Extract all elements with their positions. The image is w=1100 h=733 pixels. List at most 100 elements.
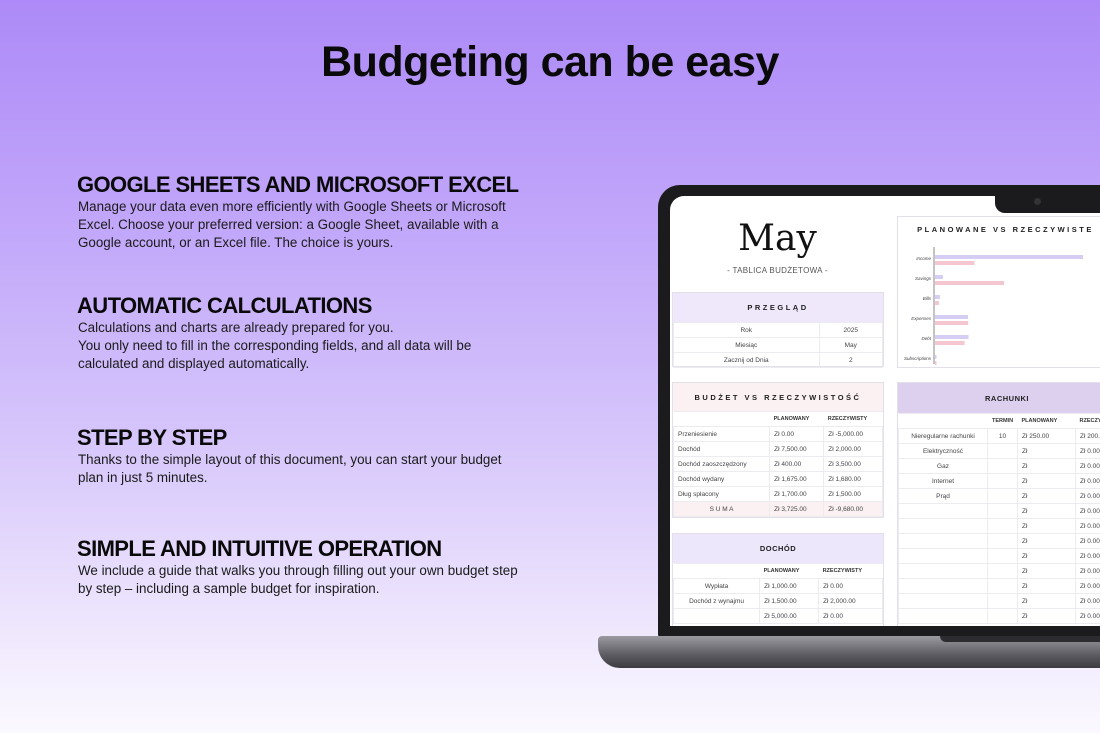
feature-text: Thanks to the simple layout of this docu… (78, 452, 502, 467)
table-cell[interactable]: TERMIN (987, 413, 1018, 429)
table-cell[interactable] (987, 443, 1018, 459)
table-cell[interactable]: Miesiąc (673, 337, 820, 353)
table-cell[interactable]: Gaz (898, 458, 988, 474)
table-cell[interactable]: Zł 0.00 (1075, 443, 1100, 459)
table-cell[interactable]: Zł 0.00 (1075, 473, 1100, 489)
table-cell[interactable]: Zł 200.00 (1075, 428, 1100, 444)
table-cell[interactable]: Zł 0.00 (818, 578, 883, 594)
table-cell[interactable]: Zł 7,500.00 (769, 441, 825, 457)
table-cell[interactable] (898, 533, 988, 549)
table-cell[interactable]: Zł 0.00 (1075, 578, 1100, 594)
table-cell[interactable]: Zł 250.00 (1017, 428, 1076, 444)
table-cell[interactable] (898, 548, 988, 564)
table-cell[interactable] (898, 503, 988, 519)
table-cell[interactable]: Zł 3,500.00 (823, 456, 883, 472)
table-cell[interactable]: Zł -5,000.00 (823, 426, 883, 442)
table-cell[interactable]: RZECZYWISTY (823, 411, 883, 427)
table-cell[interactable]: Zł (1017, 443, 1076, 459)
table-cell[interactable] (672, 608, 761, 624)
table-cell[interactable]: Zł (1017, 533, 1076, 549)
table-cell[interactable]: Elektryczność (898, 443, 988, 459)
table-cell[interactable] (673, 563, 760, 579)
table-cell[interactable]: Zł 0.00 (1075, 563, 1100, 579)
table-cell[interactable]: Zł 0.00 (1075, 593, 1100, 609)
table-cell[interactable] (987, 563, 1018, 579)
table-cell[interactable]: Zł (1017, 503, 1076, 519)
table-cell[interactable]: 10 (987, 428, 1018, 444)
table-cell[interactable]: Internet (898, 473, 988, 489)
table-cell[interactable]: Zł 0.00 (1075, 488, 1100, 504)
table-cell[interactable]: Zł (1017, 563, 1076, 579)
table-cell[interactable] (898, 563, 988, 579)
table-cell[interactable] (898, 608, 988, 624)
table-cell[interactable]: Zł (1017, 608, 1076, 624)
table-cell[interactable]: Dochód (672, 441, 771, 457)
table-cell[interactable]: Prąd (898, 488, 988, 504)
table-cell[interactable]: Rok (673, 322, 820, 338)
table-cell[interactable] (898, 518, 988, 534)
table-cell[interactable]: May (818, 337, 884, 353)
table-cell[interactable] (898, 413, 988, 429)
table-cell[interactable]: Zł 2,000.00 (823, 441, 883, 457)
table-cell[interactable]: Zł 3,725.00 (769, 501, 825, 517)
table-cell[interactable]: Zł 0.00 (1075, 518, 1100, 534)
table-cell[interactable]: Zł 0.00 (1075, 608, 1100, 624)
table-cell[interactable] (673, 411, 770, 427)
table-cell[interactable]: Nieregularne rachunki (898, 428, 988, 444)
table-cell[interactable]: Wypłata (672, 578, 761, 594)
chart-bar (935, 255, 1083, 259)
table-cell[interactable] (987, 548, 1018, 564)
table-cell[interactable]: Przeniesienie (672, 426, 771, 442)
table-cell[interactable]: Dochód wydany (672, 471, 771, 487)
chart-bar (935, 301, 939, 305)
table-cell[interactable]: RZECZYWISTY (1075, 413, 1100, 429)
table-cell[interactable]: Dług spłacony (672, 486, 771, 502)
table-cell[interactable] (898, 593, 988, 609)
table-cell[interactable]: Zł 0.00 (1075, 503, 1100, 519)
table-cell[interactable]: Dochód zaoszczędzony (672, 456, 771, 472)
table-cell[interactable]: Zł 0.00 (818, 608, 883, 624)
table-cell[interactable]: 2025 (818, 322, 884, 338)
table-cell[interactable]: PLANOWANY (769, 411, 824, 427)
table-cell[interactable]: Zł (1017, 593, 1076, 609)
table-cell[interactable]: Zł 5,000.00 (759, 608, 820, 624)
table-cell[interactable]: Zł -9,680.00 (823, 501, 883, 517)
table-cell[interactable]: Zł (1017, 518, 1076, 534)
table-cell[interactable]: Zł 1,500.00 (823, 486, 883, 502)
table-cell[interactable]: Zł 1,000.00 (759, 578, 820, 594)
table-cell[interactable] (987, 593, 1018, 609)
table-row: Elektryczność Zł Zł 0.00 (898, 443, 1100, 459)
table-cell[interactable] (987, 578, 1018, 594)
table-cell[interactable] (987, 533, 1018, 549)
table-cell[interactable]: S U M A (672, 501, 771, 517)
table-cell[interactable]: Dochód z wynajmu (672, 593, 761, 609)
table-cell[interactable]: Zł (1017, 458, 1076, 474)
table-cell[interactable] (987, 503, 1018, 519)
table-cell[interactable] (987, 473, 1018, 489)
table-cell[interactable] (987, 458, 1018, 474)
table-cell[interactable]: Zł 2,000.00 (818, 593, 883, 609)
table-cell[interactable]: Zł (1017, 473, 1076, 489)
table-cell[interactable] (987, 608, 1018, 624)
table-cell[interactable]: Zacznij od Dnia (673, 352, 820, 368)
table-cell[interactable]: Zł 0.00 (1075, 548, 1100, 564)
table-cell[interactable]: PLANOWANY (1017, 413, 1076, 429)
table-cell[interactable]: Zł 1,500.00 (759, 593, 820, 609)
table-cell[interactable] (987, 518, 1018, 534)
table-cell[interactable] (987, 488, 1018, 504)
table-cell[interactable]: Zł 0.00 (1075, 458, 1100, 474)
table-cell[interactable]: PLANOWANY (759, 563, 819, 579)
chart-title: PLANOWANE VS RZECZYWISTE (917, 225, 1094, 234)
table-cell[interactable]: Zł 1,700.00 (769, 486, 825, 502)
table-cell[interactable]: Zł (1017, 578, 1076, 594)
table-cell[interactable]: 2 (818, 352, 884, 368)
table-cell[interactable]: Zł 1,680.00 (823, 471, 883, 487)
table-cell[interactable] (898, 578, 988, 594)
table-cell[interactable]: RZECZYWISTY (818, 563, 883, 579)
table-cell[interactable]: Zł (1017, 548, 1076, 564)
table-cell[interactable]: Zł 400.00 (769, 456, 825, 472)
table-cell[interactable]: Zł 0.00 (769, 426, 825, 442)
table-cell[interactable]: Zł (1017, 488, 1076, 504)
table-cell[interactable]: Zł 1,675.00 (769, 471, 825, 487)
table-cell[interactable]: Zł 0.00 (1075, 533, 1100, 549)
